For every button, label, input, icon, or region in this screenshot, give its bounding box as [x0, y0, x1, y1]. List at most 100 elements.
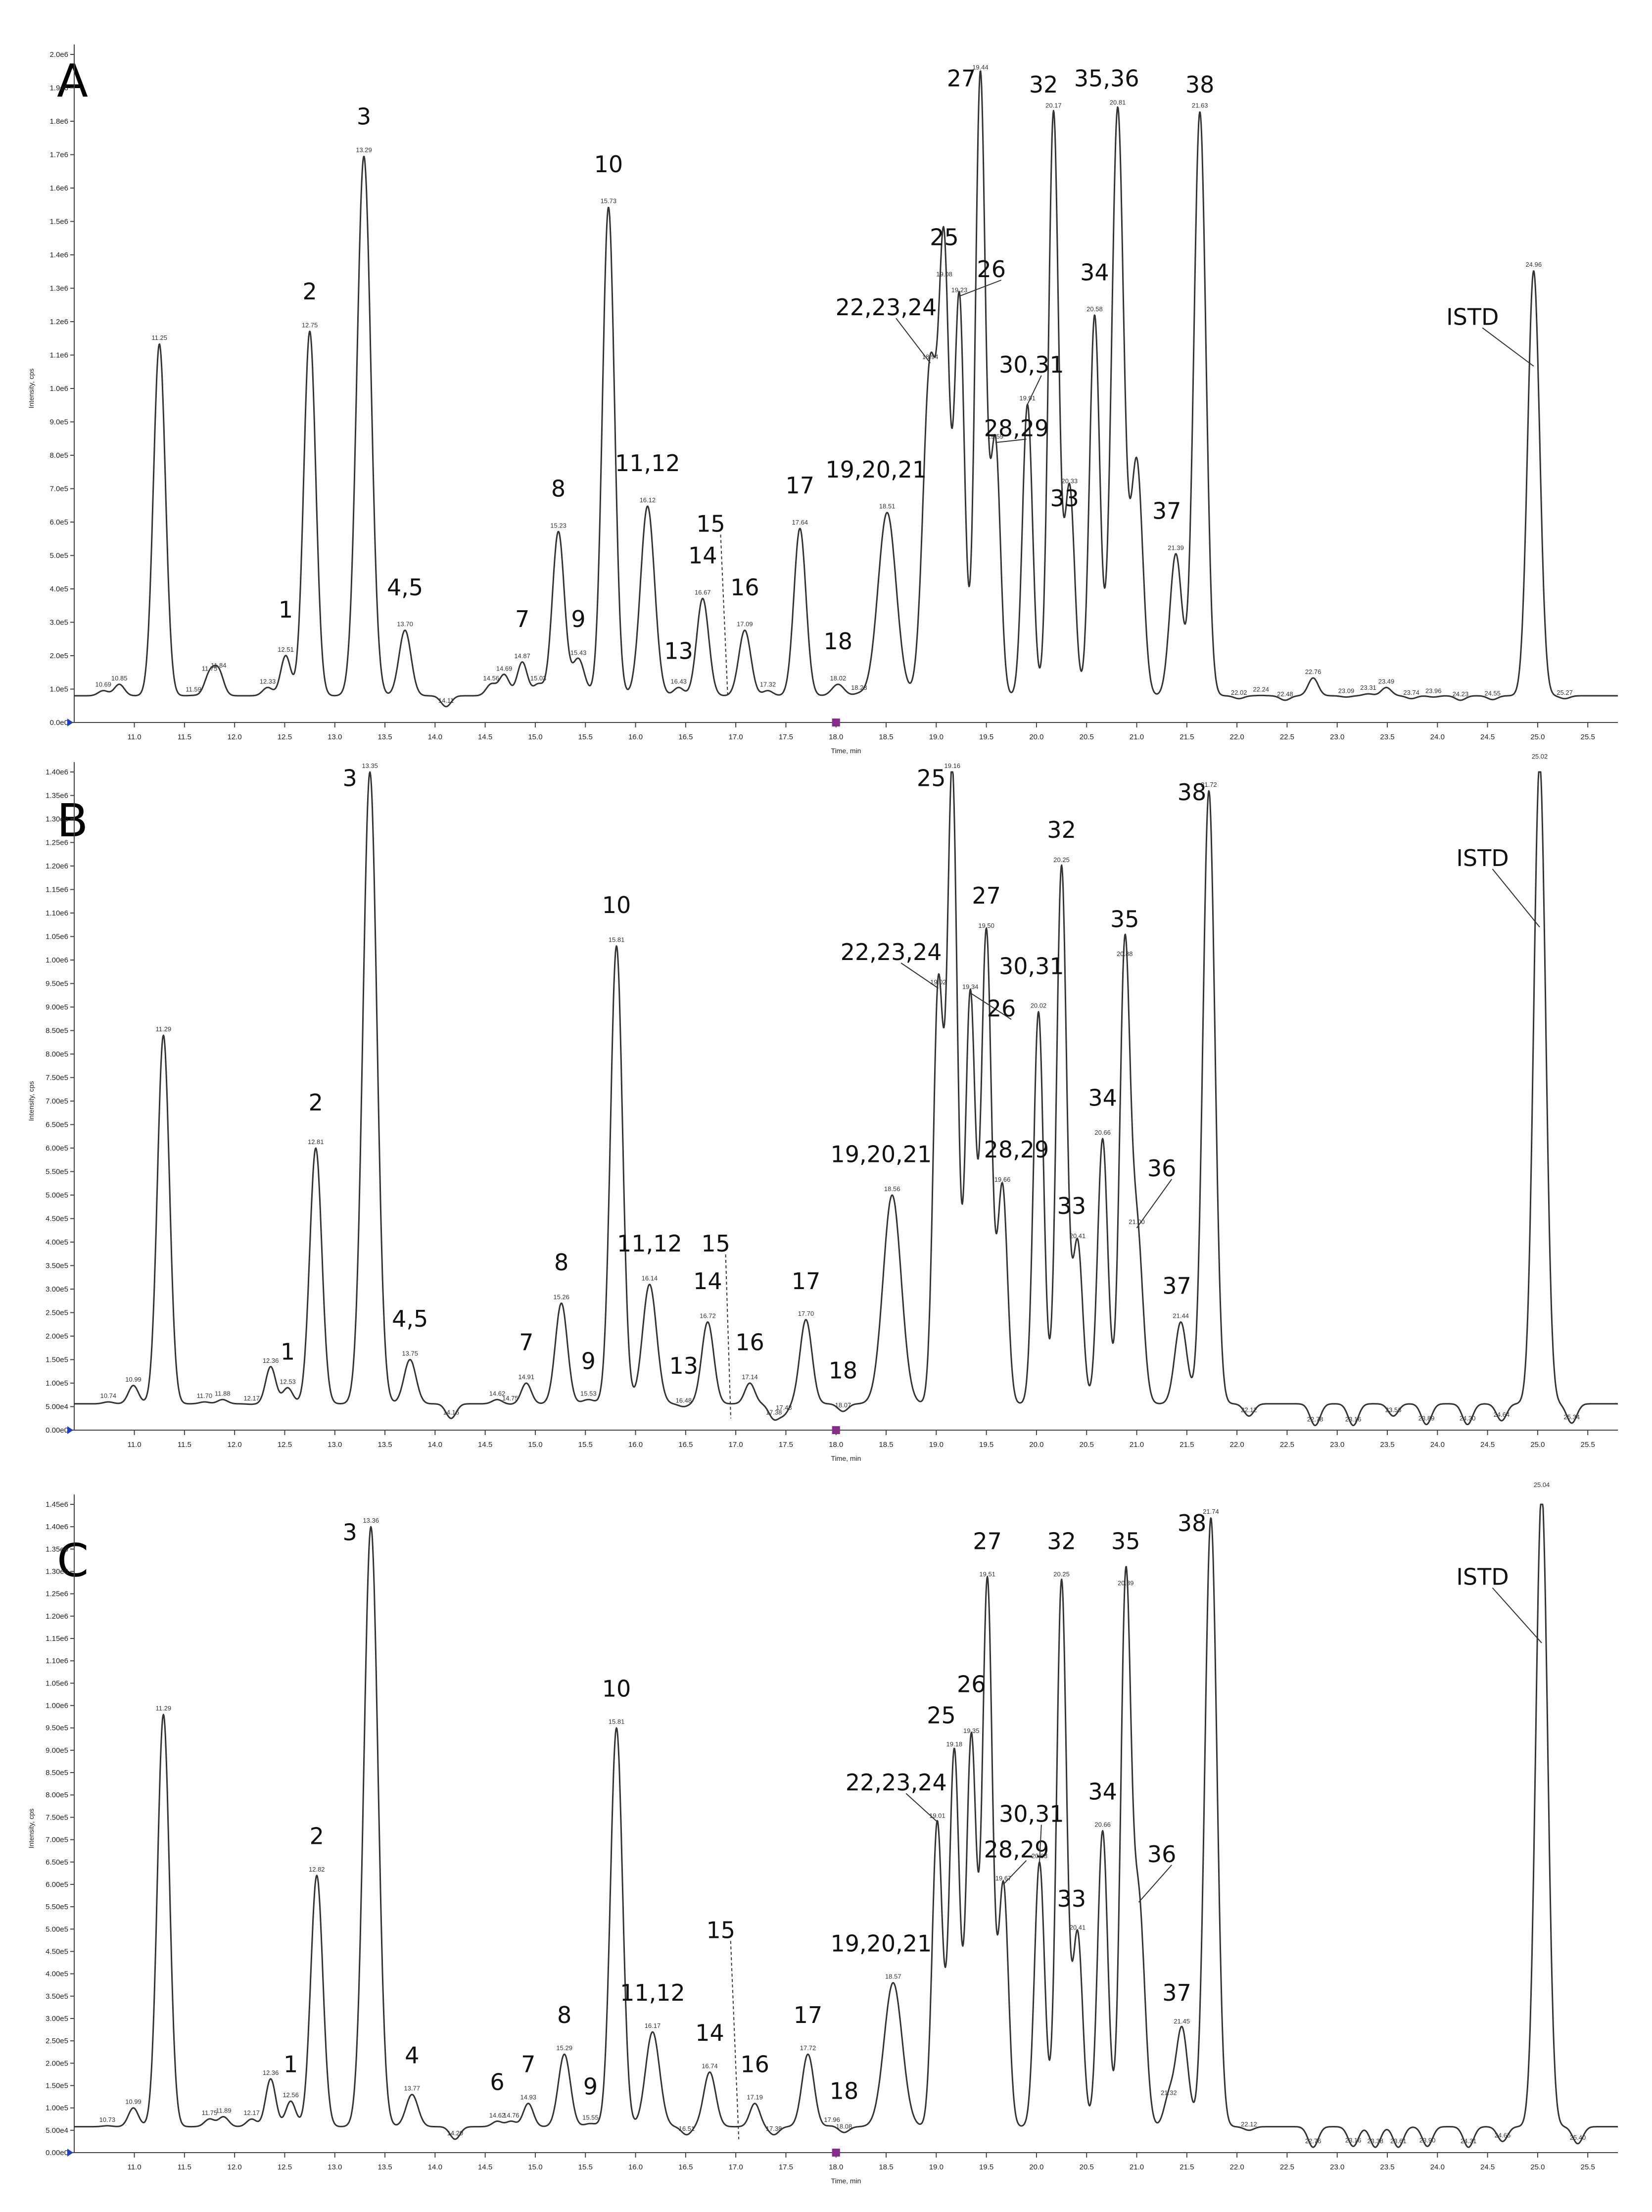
- retention-time-label: 15.29: [556, 2044, 572, 2052]
- y-tick-label: 1.4e6: [49, 251, 68, 259]
- peak-label: 22,23,24: [836, 294, 937, 321]
- y-tick-label: 1.15e6: [46, 1635, 68, 1643]
- retention-time-label: 16.67: [695, 588, 711, 596]
- retention-time-label: 19.50: [978, 922, 994, 929]
- x-tick-label: 21.0: [1130, 1441, 1144, 1449]
- retention-time-label: 10.99: [125, 2098, 142, 2106]
- peak-label: 25: [927, 1702, 956, 1729]
- peak-label: 38: [1178, 1510, 1207, 1537]
- x-tick-label: 15.5: [578, 733, 593, 741]
- retention-time-label: 24.64: [1494, 1411, 1510, 1418]
- peak-leader-line: [970, 992, 1012, 1020]
- y-tick-label: 9.50e5: [46, 1724, 68, 1732]
- peak-label: 4: [405, 2042, 419, 2068]
- retention-time-label: 20.89: [1118, 1580, 1134, 1587]
- peak-label: 35: [1110, 906, 1139, 933]
- retention-time-label: 11.29: [156, 1705, 172, 1712]
- peak-label: 37: [1152, 498, 1181, 525]
- retention-time-label: 14.93: [520, 2094, 536, 2101]
- retention-time-label: 11.25: [151, 334, 167, 341]
- retention-time-label: 19.23: [951, 287, 968, 294]
- retention-time-label: 15.81: [609, 1718, 625, 1726]
- peak-label: 17: [792, 1268, 821, 1295]
- x-tick-label: 12.5: [278, 1441, 292, 1449]
- peak-label: 27: [947, 65, 976, 92]
- peak-label: 3: [343, 765, 357, 792]
- retention-time-label: 11.75: [202, 2109, 218, 2116]
- peak-label: 8: [554, 1249, 568, 1276]
- x-tick-label: 19.0: [929, 2163, 944, 2171]
- y-tick-label: 1.40e6: [46, 768, 68, 776]
- x-tick-label: 12.0: [228, 733, 242, 741]
- y-tick-label: 1.05e6: [46, 1679, 68, 1687]
- retention-time-label: 14.11: [438, 697, 454, 704]
- retention-time-label: 12.53: [280, 1378, 296, 1386]
- retention-time-label: 14.56: [483, 674, 500, 682]
- retention-time-label: 21.72: [1201, 781, 1217, 788]
- x-tick-label: 25.5: [1581, 2163, 1595, 2171]
- y-tick-label: 1.20e6: [46, 862, 68, 870]
- retention-time-label: 21.32: [1161, 2089, 1177, 2097]
- y-tick-label: 1.00e5: [46, 2104, 68, 2113]
- y-tick-label: 8.50e5: [46, 1027, 68, 1035]
- x-tick-label: 25.5: [1581, 1441, 1595, 1449]
- y-tick-label: 4.00e5: [46, 1970, 68, 1978]
- panel-c-y-axis-title: Intensity, cps: [27, 1809, 35, 1849]
- peak-label: 28,29: [984, 415, 1049, 441]
- peak-label: 36: [1147, 1155, 1177, 1182]
- x-tick-label: 14.5: [478, 733, 492, 741]
- y-tick-label: 8.50e5: [46, 1769, 68, 1777]
- retention-time-label: 19.08: [936, 270, 952, 278]
- x-tick-label: 16.5: [678, 1441, 693, 1449]
- retention-time-label: 14.69: [496, 665, 513, 673]
- x-tick-label: 18.0: [829, 733, 843, 741]
- peak-label: 2: [309, 1089, 323, 1116]
- peak-leader-line: [900, 962, 939, 989]
- peak-label: 8: [557, 2002, 571, 2028]
- retention-time-label: 13.36: [363, 1517, 379, 1524]
- peak-leader-line: [1492, 868, 1540, 928]
- y-tick-label: 9.00e5: [46, 1003, 68, 1011]
- peak-label: 30,31: [999, 351, 1064, 378]
- x-tick-label: 22.0: [1230, 1441, 1244, 1449]
- y-tick-label: 1.50e5: [46, 1356, 68, 1364]
- x-tick-label: 21.5: [1180, 733, 1194, 741]
- x-tick-label: 23.0: [1330, 733, 1344, 741]
- peak-label: 3: [343, 1519, 357, 1545]
- retention-time-label: 11.29: [156, 1025, 172, 1033]
- peak-label: ISTD: [1456, 1564, 1509, 1590]
- retention-time-label: 14.16: [443, 1408, 459, 1416]
- panel-b-letter: B: [57, 794, 88, 847]
- peak-leader-line: [1138, 1865, 1172, 1903]
- x-tick-label: 13.5: [378, 1441, 392, 1449]
- y-tick-label: 1.10e6: [46, 1657, 68, 1665]
- retention-time-label: 11.70: [197, 1392, 213, 1399]
- peak-label: 34: [1088, 1085, 1117, 1111]
- y-tick-label: 6.50e5: [46, 1858, 68, 1867]
- retention-time-label: 19.51: [979, 1571, 995, 1578]
- retention-time-label: 18.23: [851, 684, 867, 691]
- x-tick-label: 22.5: [1280, 1441, 1294, 1449]
- y-tick-label: 3.50e5: [46, 1262, 68, 1270]
- y-tick-label: 8.00e5: [46, 1050, 68, 1058]
- retention-time-label: 21.00: [1129, 1218, 1145, 1226]
- retention-time-label: 25.04: [1534, 1481, 1550, 1489]
- y-tick-label: 2.0e5: [49, 652, 68, 660]
- x-tick-label: 15.5: [578, 2163, 593, 2171]
- y-tick-label: 1.35e6: [46, 1545, 68, 1553]
- x-tick-label: 15.0: [528, 1441, 542, 1449]
- retention-time-label: 16.74: [702, 2062, 718, 2069]
- y-tick-label: 5.00e4: [46, 2126, 68, 2135]
- y-tick-label: 0.00e0: [46, 2149, 68, 2157]
- retention-time-label: 20.41: [1070, 1923, 1086, 1931]
- time-cursor-marker: [832, 2149, 840, 2157]
- peak-label: 15: [706, 1917, 735, 1943]
- x-tick-label: 25.0: [1530, 1441, 1545, 1449]
- retention-time-label: 17.96: [824, 2116, 840, 2123]
- start-arrow-icon: [67, 1426, 73, 1434]
- retention-time-label: 16.72: [700, 1312, 716, 1320]
- retention-time-label: 16.51: [679, 2125, 695, 2132]
- x-tick-label: 20.0: [1029, 733, 1043, 741]
- y-tick-label: 5.0e5: [49, 552, 68, 560]
- peak-label: 10: [602, 892, 631, 918]
